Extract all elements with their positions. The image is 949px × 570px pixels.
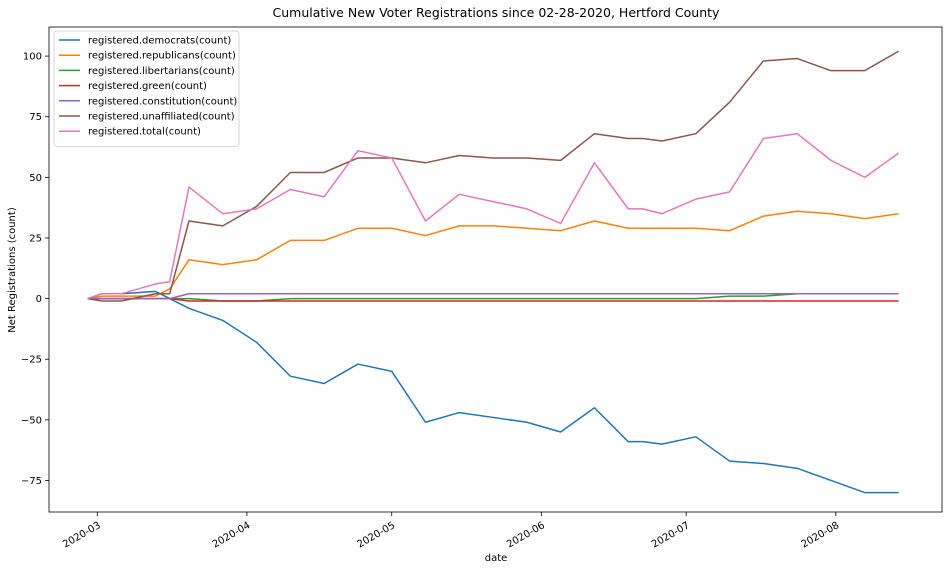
legend-label: registered.democrats(count) [88, 36, 231, 47]
y-tick-label: 100 [23, 52, 42, 63]
x-tick-label: 2020-06 [505, 520, 547, 550]
legend-label: registered.libertarians(count) [88, 66, 235, 77]
x-tick-label: 2020-05 [356, 520, 398, 550]
legend: registered.democrats(count) registered.re… [53, 30, 240, 147]
series-line-0 [87, 290, 899, 494]
y-tick-label: 0 [36, 294, 42, 305]
plot-area [48, 26, 943, 513]
y-axis: 100 75 50 25 0 −25 −50 −75 [21, 52, 49, 487]
series-lines [87, 50, 899, 494]
series-line-1 [87, 210, 899, 300]
legend-label: registered.constitution(count) [88, 96, 237, 107]
series-line-4 [87, 293, 899, 300]
series-line-3 [87, 297, 899, 302]
y-tick-label: 50 [29, 173, 42, 184]
legend-label: registered.republicans(count) [88, 51, 236, 62]
legend-label: registered.total(count) [88, 127, 201, 138]
y-axis-label: Net Registrations (count) [7, 207, 18, 333]
legend-label: registered.green(count) [88, 81, 207, 92]
y-tick-label: −75 [21, 476, 42, 487]
x-axis: 2020-03 2020-04 2020-05 2020-06 2020-07 2020-… [61, 512, 841, 550]
series-line-6 [87, 132, 899, 300]
y-tick-label: 25 [29, 233, 42, 244]
x-tick-label: 2020-04 [211, 520, 253, 550]
legend-label: registered.unaffiliated(count) [88, 112, 235, 123]
x-tick-label: 2020-03 [61, 520, 103, 550]
series-line-5 [87, 50, 899, 302]
x-tick-label: 2020-07 [650, 520, 692, 550]
legend-frame [53, 30, 240, 147]
y-tick-label: −50 [21, 415, 42, 426]
y-tick-label: −25 [21, 355, 42, 366]
x-tick-label: 2020-08 [800, 520, 842, 550]
series-line-2 [87, 293, 899, 302]
y-tick-label: 75 [29, 112, 42, 123]
x-axis-label: date [485, 553, 508, 564]
chart-title: Cumulative New Voter Registrations since… [273, 5, 721, 20]
